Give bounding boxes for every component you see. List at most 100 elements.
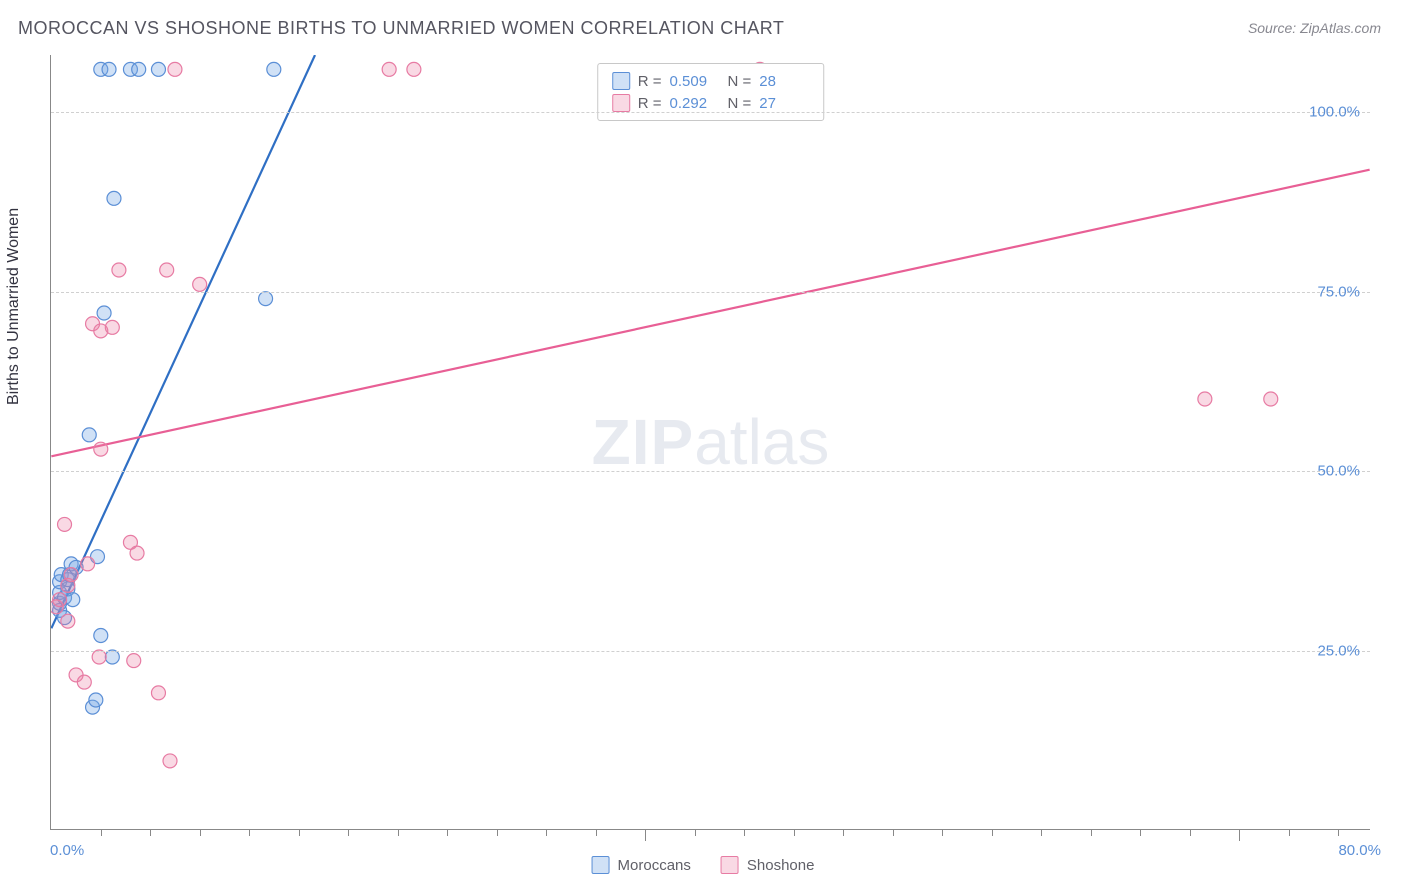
- x-tick-major: [1239, 829, 1240, 841]
- gridline: [51, 471, 1370, 472]
- legend-row: R = 0.292 N = 27: [612, 92, 810, 114]
- data-point: [53, 586, 67, 600]
- data-point: [77, 675, 91, 689]
- data-point: [112, 263, 126, 277]
- data-point: [94, 629, 108, 643]
- data-point: [51, 600, 63, 614]
- data-point: [61, 614, 75, 628]
- data-point: [123, 62, 137, 76]
- chart-svg: [51, 55, 1370, 829]
- x-tick-label-min: 0.0%: [50, 842, 84, 859]
- data-point: [1264, 392, 1278, 406]
- data-point: [94, 324, 108, 338]
- data-point: [193, 277, 207, 291]
- data-point: [1198, 392, 1212, 406]
- data-point: [123, 535, 137, 549]
- data-point: [91, 550, 105, 564]
- data-point: [160, 263, 174, 277]
- x-tick-minor: [695, 829, 696, 836]
- data-point: [58, 591, 72, 605]
- source-attribution: Source: ZipAtlas.com: [1248, 20, 1381, 36]
- x-tick-minor: [249, 829, 250, 836]
- data-point: [92, 650, 106, 664]
- data-point: [102, 62, 116, 76]
- chart-title: MOROCCAN VS SHOSHONE BIRTHS TO UNMARRIED…: [18, 18, 784, 39]
- data-point: [97, 306, 111, 320]
- y-tick-label: 75.0%: [1317, 283, 1360, 300]
- x-tick-minor: [348, 829, 349, 836]
- legend-item-moroccans: Moroccans: [592, 856, 691, 874]
- legend-item-shoshone: Shoshone: [721, 856, 815, 874]
- data-point: [58, 611, 72, 625]
- data-point: [107, 191, 121, 205]
- n-label: N =: [728, 95, 752, 112]
- data-point: [69, 560, 83, 574]
- x-tick-major: [645, 829, 646, 841]
- legend-swatch-moroccans: [612, 72, 630, 90]
- x-tick-minor: [744, 829, 745, 836]
- x-tick-minor: [794, 829, 795, 836]
- data-point: [132, 62, 146, 76]
- y-tick-label: 25.0%: [1317, 642, 1360, 659]
- x-tick-minor: [1091, 829, 1092, 836]
- legend-row: R = 0.509 N = 28: [612, 70, 810, 92]
- data-point: [61, 573, 75, 587]
- x-tick-minor: [596, 829, 597, 836]
- x-tick-minor: [101, 829, 102, 836]
- data-point: [53, 596, 67, 610]
- legend-label-moroccans: Moroccans: [618, 857, 691, 874]
- data-point: [58, 517, 72, 531]
- r-value-shoshone: 0.292: [670, 95, 720, 112]
- gridline: [51, 112, 1370, 113]
- data-point: [151, 62, 165, 76]
- data-point: [66, 593, 80, 607]
- x-tick-minor: [843, 829, 844, 836]
- x-tick-minor: [150, 829, 151, 836]
- y-tick-label: 50.0%: [1317, 463, 1360, 480]
- x-tick-minor: [1140, 829, 1141, 836]
- data-point: [82, 428, 96, 442]
- watermark-light: atlas: [694, 406, 829, 478]
- legend-swatch-shoshone: [721, 856, 739, 874]
- x-tick-minor: [893, 829, 894, 836]
- x-tick-minor: [992, 829, 993, 836]
- r-label: R =: [638, 95, 662, 112]
- y-tick-label: 100.0%: [1309, 104, 1360, 121]
- data-point: [53, 593, 67, 607]
- data-point: [127, 654, 141, 668]
- data-point: [89, 693, 103, 707]
- data-point: [151, 686, 165, 700]
- data-point: [53, 575, 67, 589]
- n-value-moroccans: 28: [759, 73, 809, 90]
- x-tick-minor: [1190, 829, 1191, 836]
- x-tick-minor: [299, 829, 300, 836]
- x-tick-minor: [200, 829, 201, 836]
- gridline: [51, 651, 1370, 652]
- data-point: [61, 582, 75, 596]
- x-tick-minor: [497, 829, 498, 836]
- regression-line: [51, 170, 1369, 457]
- data-point: [61, 578, 75, 592]
- data-point: [64, 568, 78, 582]
- data-point: [382, 62, 396, 76]
- n-value-shoshone: 27: [759, 95, 809, 112]
- data-point: [105, 650, 119, 664]
- y-axis-label: Births to Unmarried Women: [5, 208, 23, 405]
- data-point: [163, 754, 177, 768]
- plot-area: ZIPatlas R = 0.509 N = 28 R = 0.292 N = …: [50, 55, 1370, 830]
- x-tick-minor: [1041, 829, 1042, 836]
- data-point: [86, 700, 100, 714]
- x-tick-label-max: 80.0%: [1338, 842, 1381, 859]
- legend-label-shoshone: Shoshone: [747, 857, 815, 874]
- data-point: [259, 292, 273, 306]
- correlation-chart: MOROCCAN VS SHOSHONE BIRTHS TO UNMARRIED…: [0, 0, 1406, 892]
- data-point: [54, 568, 68, 582]
- data-point: [81, 557, 95, 571]
- data-point: [267, 62, 281, 76]
- data-point: [94, 62, 108, 76]
- x-tick-minor: [1289, 829, 1290, 836]
- data-point: [53, 603, 67, 617]
- x-tick-minor: [546, 829, 547, 836]
- data-point: [105, 320, 119, 334]
- x-tick-minor: [942, 829, 943, 836]
